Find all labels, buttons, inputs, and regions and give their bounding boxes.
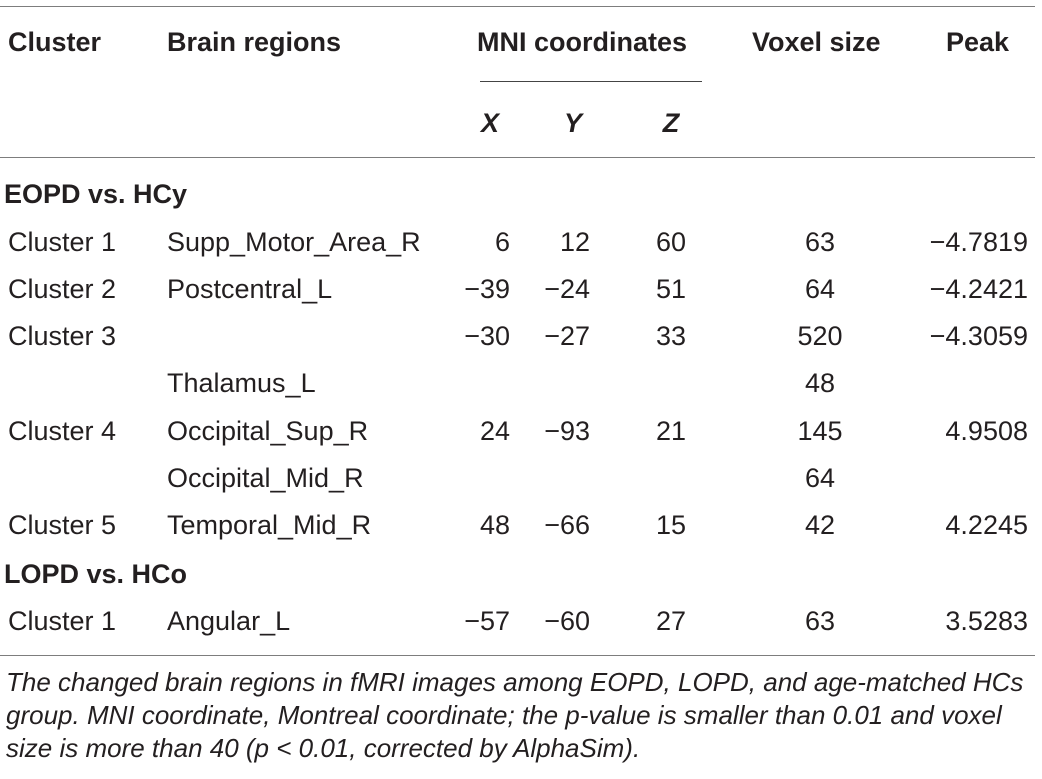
header-bottom-rule bbox=[0, 157, 1035, 158]
cell-y: −27 bbox=[544, 321, 590, 351]
cell-voxel: 63 bbox=[804, 606, 836, 636]
table-bottom-rule bbox=[0, 655, 1035, 656]
cell-voxel: 64 bbox=[804, 274, 836, 304]
cell-x: 24 bbox=[479, 416, 510, 446]
header-mni-coordinates: MNI coordinates bbox=[477, 27, 688, 57]
cell-peak: −4.7819 bbox=[929, 227, 1028, 257]
cell-y: −60 bbox=[544, 606, 590, 636]
cell-y: −24 bbox=[544, 274, 590, 304]
cell-region: Occipital_Sup_R bbox=[167, 416, 369, 446]
cell-z: 15 bbox=[655, 510, 687, 540]
cell-z: 21 bbox=[655, 416, 687, 446]
cell-cluster: Cluster 1 bbox=[8, 606, 117, 636]
cell-y: −66 bbox=[544, 510, 590, 540]
mni-underline bbox=[480, 81, 702, 82]
cell-peak: −4.3059 bbox=[929, 321, 1028, 351]
cell-z: 33 bbox=[655, 321, 687, 351]
top-rule bbox=[0, 6, 1035, 7]
header-z: Z bbox=[662, 108, 680, 138]
header-x: X bbox=[480, 108, 499, 138]
cell-cluster: Cluster 4 bbox=[8, 416, 117, 446]
table-caption: The changed brain regions in fMRI images… bbox=[6, 667, 1024, 763]
cell-x: 48 bbox=[479, 510, 510, 540]
cell-z: 60 bbox=[655, 227, 687, 257]
header-voxel-size: Voxel size bbox=[752, 27, 881, 57]
cell-x: −30 bbox=[464, 321, 510, 351]
cell-voxel: 48 bbox=[804, 368, 836, 398]
group-label-eopd: EOPD vs. HCy bbox=[4, 179, 188, 209]
header-peak: Peak bbox=[946, 27, 1010, 57]
header-cluster: Cluster bbox=[8, 27, 102, 57]
cell-peak: 4.2245 bbox=[945, 510, 1028, 540]
cell-x: −39 bbox=[464, 274, 510, 304]
cell-voxel: 64 bbox=[804, 463, 836, 493]
cell-y: −93 bbox=[544, 416, 590, 446]
header-y: Y bbox=[563, 108, 582, 138]
cell-cluster: Cluster 5 bbox=[8, 510, 117, 540]
cell-y: 12 bbox=[559, 227, 590, 257]
cell-peak: −4.2421 bbox=[929, 274, 1028, 304]
cell-peak: 3.5283 bbox=[945, 606, 1028, 636]
cell-z: 27 bbox=[655, 606, 687, 636]
cell-peak: 4.9508 bbox=[945, 416, 1028, 446]
header-brain-regions: Brain regions bbox=[167, 27, 342, 57]
cell-region: Thalamus_L bbox=[167, 368, 316, 398]
cell-voxel: 520 bbox=[797, 321, 843, 351]
cell-region: Postcentral_L bbox=[167, 274, 333, 304]
cell-cluster: Cluster 1 bbox=[8, 227, 117, 257]
cell-cluster: Cluster 3 bbox=[8, 321, 117, 351]
cell-z: 51 bbox=[655, 274, 687, 304]
cell-region: Supp_Motor_Area_R bbox=[167, 227, 421, 257]
cell-voxel: 42 bbox=[804, 510, 836, 540]
cell-x: 6 bbox=[494, 227, 510, 257]
cell-region: Temporal_Mid_R bbox=[167, 510, 372, 540]
cell-voxel: 145 bbox=[797, 416, 843, 446]
group-label-lopd: LOPD vs. HCo bbox=[4, 559, 188, 589]
cell-x: −57 bbox=[464, 606, 510, 636]
cell-region: Occipital_Mid_R bbox=[167, 463, 364, 493]
cell-region: Angular_L bbox=[167, 606, 291, 636]
cell-voxel: 63 bbox=[804, 227, 836, 257]
cell-cluster: Cluster 2 bbox=[8, 274, 117, 304]
